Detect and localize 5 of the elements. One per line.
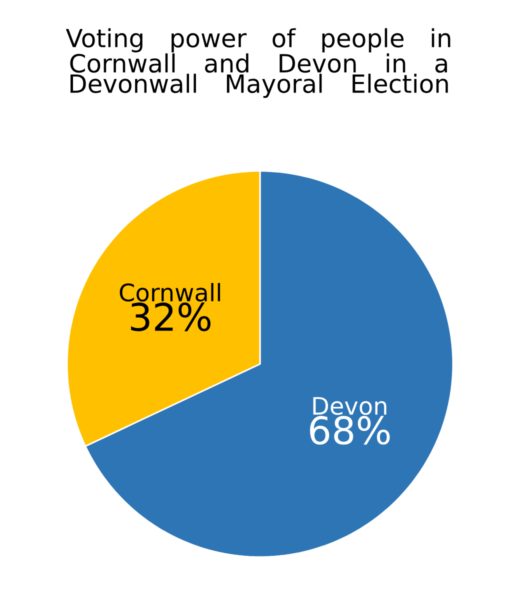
data-label: 68% xyxy=(310,416,390,445)
data-label: 32% xyxy=(131,302,210,332)
slice-label: Devon xyxy=(313,397,386,415)
slice-label: Cornwall xyxy=(120,282,220,302)
chart-title: Voting power of people in Cornwall and Devon in a Devonwall Mayoral Election xyxy=(66,28,450,98)
